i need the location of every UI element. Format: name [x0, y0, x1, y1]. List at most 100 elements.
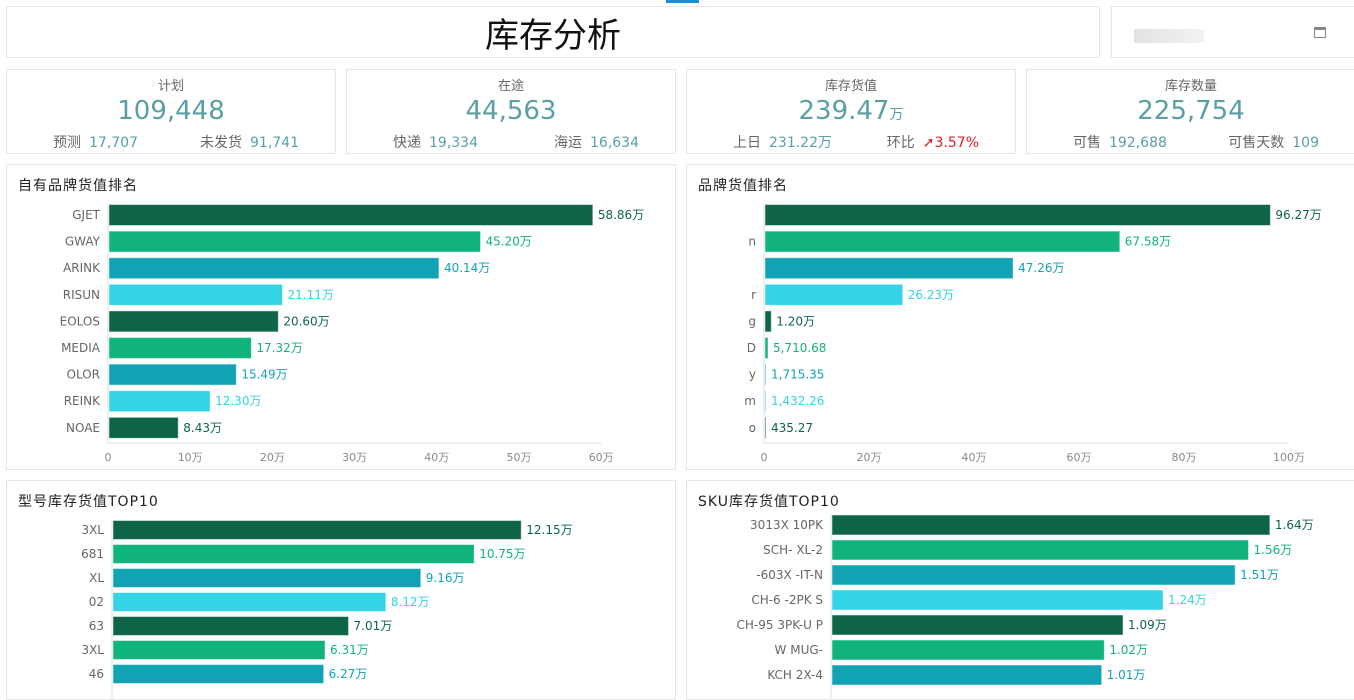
- bar[interactable]: [108, 230, 482, 253]
- category-label: GWAY: [65, 235, 101, 249]
- bar[interactable]: [112, 544, 475, 564]
- kpi-card: 库存货值 239.47万 上日 231.22万 环比 ➚3.57%: [686, 69, 1016, 154]
- bar[interactable]: [764, 337, 769, 359]
- kpi-sub: 可售天数 109: [1228, 135, 1319, 151]
- bar[interactable]: [764, 257, 1014, 280]
- category-label: 3XL: [81, 523, 104, 537]
- category-label: -603X -IT-N: [756, 568, 823, 582]
- bar[interactable]: [764, 416, 767, 439]
- bar[interactable]: [108, 257, 440, 280]
- category-label: y: [749, 368, 756, 382]
- bar[interactable]: [831, 514, 1271, 536]
- value-label: 26.23万: [908, 288, 954, 302]
- value-label: 96.27万: [1275, 208, 1321, 222]
- value-label: 21.11万: [288, 288, 334, 302]
- category-label: GJET: [72, 208, 100, 222]
- kpi-value: 225,754: [1137, 96, 1245, 126]
- x-tick-label: 80万: [1172, 451, 1197, 464]
- kpi-label: 库存货值: [824, 79, 877, 94]
- kpi-card: 计划 109,448 预测 17,707 未发货 91,741: [6, 69, 336, 154]
- chart-title: SKU库存货值TOP10: [698, 494, 840, 510]
- bar[interactable]: [764, 204, 1271, 226]
- bar[interactable]: [831, 639, 1105, 661]
- kpi-value: 239.47万: [798, 96, 904, 126]
- kpi-sub: 可售 192,688: [1073, 135, 1167, 151]
- value-label: 47.26万: [1018, 261, 1064, 275]
- bar[interactable]: [764, 230, 1121, 253]
- bar[interactable]: [764, 283, 904, 306]
- bar[interactable]: [831, 539, 1250, 561]
- bar[interactable]: [108, 337, 252, 359]
- calendar-icon[interactable]: [1314, 27, 1326, 38]
- x-tick-label: 30万: [342, 451, 367, 464]
- value-label: 1.20万: [776, 314, 815, 328]
- page-title: 库存分析: [6, 6, 1100, 58]
- kpi-value: 109,448: [117, 96, 225, 126]
- value-label: 6.31万: [330, 643, 369, 657]
- chart-title: 自有品牌货值排名: [18, 178, 138, 194]
- value-label: 1,715.35: [771, 368, 824, 382]
- bar[interactable]: [108, 416, 179, 439]
- category-label: EOLOS: [60, 314, 100, 328]
- category-label: KCH 2X-4: [767, 668, 823, 682]
- category-label: W MUG-: [775, 643, 823, 657]
- bar[interactable]: [108, 204, 594, 226]
- value-label: 10.75万: [479, 547, 525, 561]
- bar[interactable]: [831, 614, 1124, 636]
- category-label: 46: [89, 667, 104, 681]
- category-label: SCH- XL-2: [763, 543, 823, 557]
- bar[interactable]: [112, 664, 325, 684]
- bar[interactable]: [831, 589, 1164, 611]
- kpi-label: 计划: [157, 79, 184, 94]
- value-label: 7.01万: [354, 619, 393, 633]
- x-tick-label: 20万: [260, 451, 285, 464]
- bar[interactable]: [831, 564, 1236, 586]
- value-label: 1.24万: [1168, 593, 1207, 607]
- chart-panel: 3013X 10PK 1.64万 SCH- XL-2 1.56万 -603X -IT-N…: [686, 480, 1354, 700]
- category-label: REINK: [64, 394, 101, 408]
- category-label: r: [751, 288, 756, 302]
- category-label: o: [749, 421, 756, 435]
- kpi-card: 在途 44,563 快递 19,334 海运 16,634: [346, 69, 676, 154]
- bar[interactable]: [764, 310, 772, 333]
- bar[interactable]: [764, 363, 767, 386]
- value-label: 1.56万: [1254, 543, 1293, 557]
- bar[interactable]: [112, 616, 350, 636]
- kpi-sub: 海运 16,634: [554, 135, 639, 151]
- x-tick-label: 10万: [178, 451, 203, 464]
- value-label: 1.09万: [1128, 618, 1167, 632]
- bar[interactable]: [108, 310, 279, 333]
- kpi-card: 库存数量 225,754 可售 192,688 可售天数 109: [1026, 69, 1354, 154]
- kpi-label: 库存数量: [1164, 79, 1217, 94]
- x-tick-label: 0: [761, 451, 768, 464]
- kpi-label: 在途: [497, 79, 524, 94]
- bar[interactable]: [112, 568, 422, 588]
- value-label: 67.58万: [1125, 235, 1171, 249]
- category-label: XL: [89, 571, 104, 585]
- bar-chart: 3013X 10PK 1.64万 SCH- XL-2 1.56万 -603X -IT-N…: [737, 514, 1314, 699]
- value-label: 12.30万: [215, 394, 261, 408]
- category-label: D: [747, 341, 756, 355]
- value-label: 45.20万: [486, 235, 532, 249]
- category-label: n: [748, 235, 756, 249]
- bar[interactable]: [108, 283, 284, 306]
- bar[interactable]: [112, 592, 387, 612]
- value-label: 15.49万: [241, 368, 287, 382]
- value-label: 8.12万: [391, 595, 430, 609]
- bar[interactable]: [112, 640, 326, 660]
- bar[interactable]: [112, 520, 522, 540]
- date-picker[interactable]: [1111, 6, 1354, 58]
- category-label: RISUN: [63, 288, 100, 302]
- category-label: MEDIA: [61, 341, 101, 355]
- bar[interactable]: [108, 363, 237, 386]
- value-label: 435.27: [771, 421, 813, 435]
- x-tick-label: 60万: [1067, 451, 1092, 464]
- bar[interactable]: [764, 390, 767, 413]
- category-label: ARINK: [63, 261, 101, 275]
- bar[interactable]: [108, 390, 211, 413]
- kpi-sub: 上日 231.22万: [733, 135, 832, 151]
- arrow-up-icon: ➚: [922, 135, 935, 151]
- bar[interactable]: [831, 664, 1103, 686]
- kpi-sub: 预测 17,707: [53, 135, 138, 151]
- category-label: 02: [89, 595, 104, 609]
